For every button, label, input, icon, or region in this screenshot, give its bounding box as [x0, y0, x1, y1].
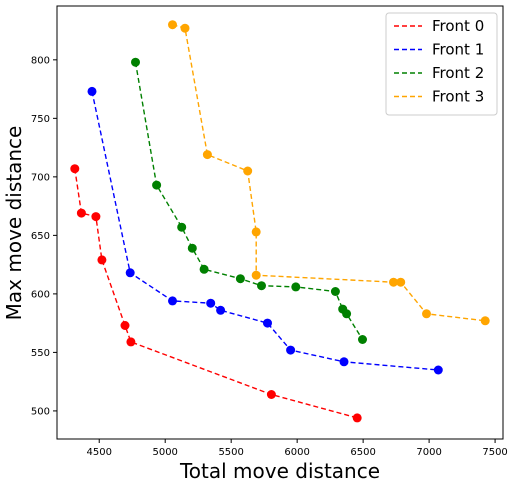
series-2 — [131, 58, 367, 344]
y-tick-label: 550 — [31, 348, 50, 359]
data-point — [434, 366, 443, 375]
series-1 — [88, 87, 443, 375]
y-tick-label: 700 — [31, 172, 50, 183]
data-point — [263, 319, 272, 328]
legend-label: Front 3 — [432, 88, 484, 106]
data-point — [216, 306, 225, 315]
data-point — [358, 335, 367, 344]
data-point — [177, 223, 186, 232]
x-tick-label: 7500 — [482, 447, 507, 458]
legend: Front 0 Front 1 Front 2 Front 3 — [386, 13, 497, 115]
data-point — [126, 337, 135, 346]
data-point — [342, 309, 351, 318]
legend-label: Front 2 — [432, 64, 484, 82]
x-tick-label: 6500 — [350, 447, 375, 458]
data-point — [206, 299, 215, 308]
data-point — [91, 212, 100, 221]
y-tick-label: 500 — [31, 406, 50, 417]
x-tick-label: 5500 — [218, 447, 243, 458]
y-tick-label: 650 — [31, 231, 50, 242]
data-point — [131, 58, 140, 67]
data-point — [286, 346, 295, 355]
x-tick-label: 5000 — [152, 447, 177, 458]
data-point — [291, 282, 300, 291]
data-point — [168, 20, 177, 29]
x-tick-label: 6000 — [284, 447, 309, 458]
data-point — [188, 244, 197, 253]
series-0 — [70, 164, 361, 422]
data-point — [121, 321, 130, 330]
data-point — [126, 268, 135, 277]
y-tick-label: 600 — [31, 289, 50, 300]
data-point — [97, 255, 106, 264]
legend-label: Front 1 — [432, 41, 484, 59]
data-point — [267, 390, 276, 399]
y-axis-title: Max move distance — [2, 126, 26, 321]
data-point — [70, 164, 79, 173]
data-point — [88, 87, 97, 96]
data-point — [331, 287, 340, 296]
y-tick-label: 750 — [31, 114, 50, 125]
data-point — [152, 181, 161, 190]
data-point — [422, 309, 431, 318]
x-tick-label: 4500 — [86, 447, 111, 458]
data-point — [181, 24, 190, 33]
data-point — [396, 278, 405, 287]
data-point — [257, 281, 266, 290]
series-line — [92, 91, 438, 370]
data-point — [353, 413, 362, 422]
data-point — [203, 150, 212, 159]
data-point — [236, 274, 245, 283]
data-point — [340, 357, 349, 366]
data-point — [243, 167, 252, 176]
series-line — [75, 169, 357, 418]
data-point — [200, 265, 209, 274]
data-point — [252, 271, 261, 280]
data-point — [481, 316, 490, 325]
x-tick-label: 7000 — [416, 447, 441, 458]
legend-label: Front 0 — [432, 17, 484, 35]
x-axis-title: Total move distance — [179, 459, 380, 483]
data-point — [252, 227, 261, 236]
data-point — [77, 209, 86, 218]
y-tick-label: 800 — [31, 55, 50, 66]
data-point — [168, 296, 177, 305]
